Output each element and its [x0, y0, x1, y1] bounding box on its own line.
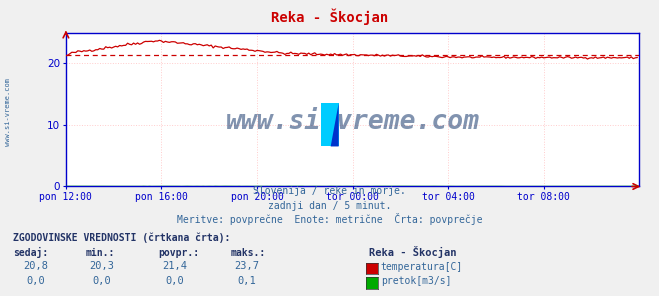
- Text: 23,7: 23,7: [235, 261, 260, 271]
- Text: temperatura[C]: temperatura[C]: [381, 262, 463, 272]
- Bar: [321, 103, 339, 147]
- Polygon shape: [331, 103, 339, 147]
- Text: Meritve: povprečne  Enote: metrične  Črta: povprečje: Meritve: povprečne Enote: metrične Črta:…: [177, 213, 482, 226]
- Text: 0,0: 0,0: [165, 276, 184, 286]
- Text: Slovenija / reke in morje.: Slovenija / reke in morje.: [253, 186, 406, 196]
- Text: pretok[m3/s]: pretok[m3/s]: [381, 276, 451, 286]
- Text: 20,8: 20,8: [24, 261, 49, 271]
- Text: Reka - Škocjan: Reka - Škocjan: [271, 9, 388, 25]
- Text: sedaj:: sedaj:: [13, 247, 48, 258]
- Text: 20,3: 20,3: [90, 261, 115, 271]
- Text: www.si-vreme.com: www.si-vreme.com: [5, 78, 11, 147]
- Text: maks.:: maks.:: [231, 248, 266, 258]
- Text: 0,1: 0,1: [238, 276, 256, 286]
- Text: zadnji dan / 5 minut.: zadnji dan / 5 minut.: [268, 201, 391, 211]
- Text: min.:: min.:: [86, 248, 115, 258]
- Text: www.si-vreme.com: www.si-vreme.com: [225, 109, 480, 135]
- Text: ZGODOVINSKE VREDNOSTI (črtkana črta):: ZGODOVINSKE VREDNOSTI (črtkana črta):: [13, 233, 231, 243]
- Polygon shape: [321, 103, 339, 147]
- Text: Reka - Škocjan: Reka - Škocjan: [369, 246, 457, 258]
- Polygon shape: [331, 122, 339, 147]
- Text: 21,4: 21,4: [162, 261, 187, 271]
- Text: povpr.:: povpr.:: [158, 248, 199, 258]
- Text: 0,0: 0,0: [27, 276, 45, 286]
- Text: 0,0: 0,0: [93, 276, 111, 286]
